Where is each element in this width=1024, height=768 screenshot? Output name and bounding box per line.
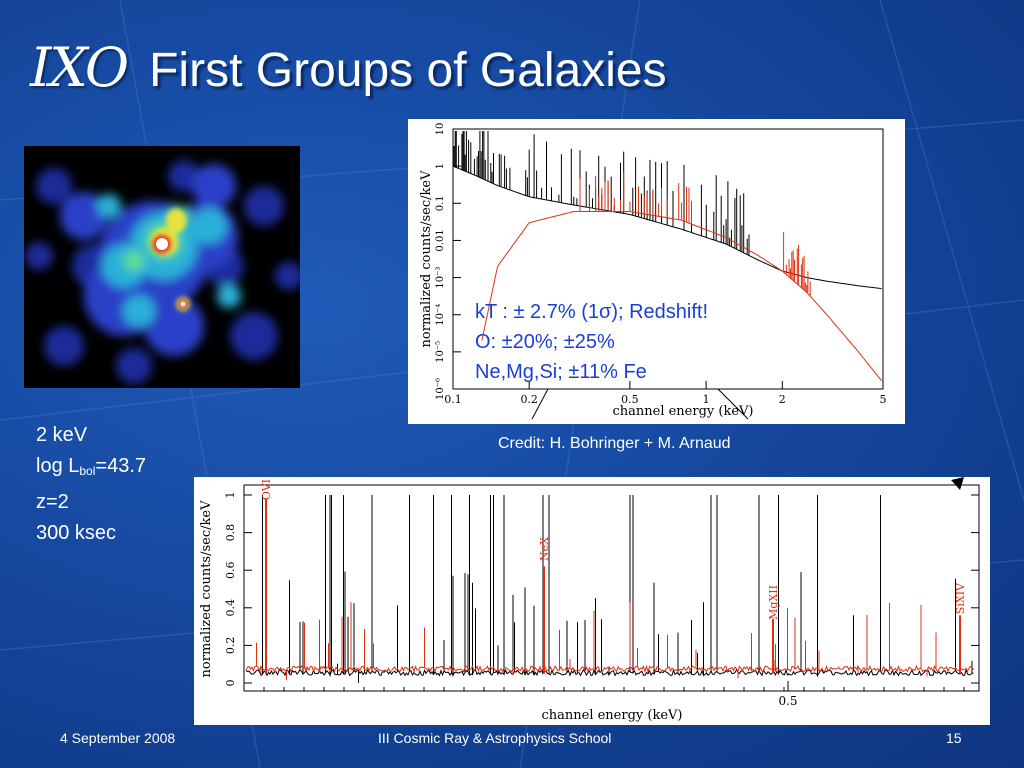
luminosity-value: log Lbol=43.7 [36, 455, 146, 478]
arrow-marker [951, 477, 964, 490]
bottom-ylabel: normalized counts/sec/keV [199, 500, 214, 678]
top-y-tick-0: 10⁻⁶ [435, 378, 446, 400]
fit-results: kT : ± 2.7% (1σ); Redshift! O: ±20%; ±25… [475, 297, 708, 387]
observation-parameters: 2 keV log Lbol=43.7 z=2 300 ksec [36, 420, 146, 549]
top-y-tick-1: 10⁻⁵ [435, 341, 446, 363]
bottom-y-tick-2: 0.4 [224, 599, 237, 617]
top-x-tick-4: 2 [779, 393, 786, 406]
fit-line-2: O: ±20%; ±25% [475, 331, 615, 353]
top-y-tick-5: 0.1 [435, 195, 446, 211]
bottom-xlabel: channel energy (keV) [541, 708, 682, 723]
top-x-tick-0: 0.1 [444, 393, 462, 406]
footer-event: III Cosmic Ray & Astrophysics School [378, 730, 612, 746]
top-y-tick-2: 10⁻⁴ [435, 304, 446, 326]
bottom-y-tick-4: 0.8 [224, 524, 237, 542]
top-y-tick-3: 10⁻³ [435, 267, 446, 289]
top-series-1 [481, 172, 882, 382]
redshift-value: z=2 [36, 491, 69, 513]
credit-text: Credit: H. Bohringer + M. Arnaud [498, 435, 731, 452]
top-ylabel: normalized counts/sec/keV [419, 170, 434, 348]
annotation-nex: NeX [538, 537, 551, 561]
footer-page-number: 15 [946, 730, 962, 746]
top-spectrum-chart: 0.1 0.2 0.5 1 2 5 10⁻⁶ 10⁻⁵ 10⁻⁴ 10⁻³ 0.01 0.1 1 10 n… [408, 119, 905, 424]
fit-line-3: Ne,Mg,Si; ±11% Fe [475, 361, 647, 383]
title-text: First Groups of Galaxies [149, 44, 667, 97]
top-y-tick-7: 10 [435, 123, 446, 136]
bottom-spectrum-chart: 0 0.2 0.4 0.6 0.8 1 0.5 normalized counts/sec/… [194, 477, 990, 725]
annotation-mgxii: MgXII [767, 585, 780, 620]
top-y-tick-6: 1 [435, 163, 446, 169]
exposure-value: 300 ksec [36, 522, 117, 544]
bottom-y-tick-0: 0 [224, 680, 237, 687]
fit-line-1: kT : ± 2.7% (1σ); Redshift! [475, 301, 709, 323]
plot-frame [452, 128, 884, 390]
slide-title: IXO First Groups of Galaxies [30, 36, 667, 116]
energy-value: 2 keV [36, 424, 88, 446]
top-y-tick-4: 0.01 [435, 229, 446, 251]
top-series-0 [452, 131, 882, 290]
top-x-tick-3: 1 [703, 393, 710, 406]
bottom-series-0 [245, 495, 974, 683]
bottom-y-tick-1: 0.2 [224, 637, 237, 655]
bottom-y-tick-3: 0.6 [224, 561, 237, 579]
bottom-series-1 [245, 602, 974, 681]
top-x-tick-1: 0.2 [520, 393, 538, 406]
plot-frame [243, 484, 980, 692]
top-x-tick-2: 0.5 [621, 393, 639, 406]
xray-image [24, 146, 300, 388]
annotation-sixiv: SiXIV [954, 582, 967, 614]
bottom-x-tick-0: 0.5 [778, 694, 797, 708]
top-x-tick-5: 5 [880, 393, 887, 406]
bottom-y-tick-5: 1 [224, 492, 237, 499]
ixo-logo: IXO [30, 36, 129, 99]
top-xlabel: channel energy (keV) [612, 404, 753, 419]
annotation-ovi: OVI [260, 479, 273, 500]
footer-date: 4 September 2008 [60, 730, 176, 746]
